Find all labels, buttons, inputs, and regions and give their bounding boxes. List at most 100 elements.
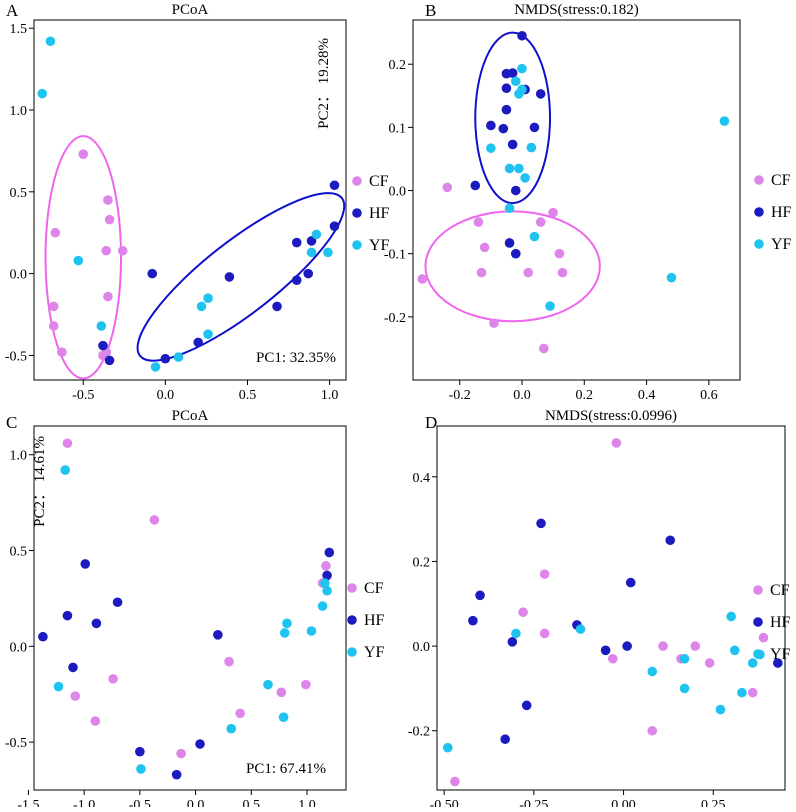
data-point-YF — [150, 362, 161, 372]
data-point-YF — [306, 626, 317, 636]
data-point-CF — [539, 569, 550, 579]
y-tick-label: -0.5 — [5, 736, 27, 751]
x-tick-label: -0.5 — [129, 798, 151, 807]
data-point-HF — [665, 535, 675, 546]
data-point-HF — [160, 353, 171, 364]
legend-marker-CF — [352, 176, 362, 186]
data-point-YF — [323, 247, 333, 258]
data-point-HF — [510, 248, 521, 259]
data-point-HF — [510, 185, 521, 196]
data-point-CF — [747, 687, 758, 698]
y-tick-label: 0.0 — [389, 185, 407, 200]
y-tick-label: 0.0 — [413, 640, 431, 655]
confidence-ellipse-CF — [44, 135, 123, 380]
data-point-HF — [507, 139, 518, 150]
data-point-HF — [600, 645, 611, 656]
data-point-CF — [149, 515, 160, 525]
data-point-YF — [666, 272, 677, 283]
data-point-YF — [96, 321, 107, 331]
data-point-HF — [507, 637, 518, 647]
data-point-YF — [647, 666, 658, 677]
data-point-HF — [500, 734, 510, 745]
data-point-HF — [535, 89, 546, 99]
data-point-HF — [91, 618, 102, 629]
data-point-HF — [38, 631, 48, 642]
data-point-HF — [475, 590, 485, 601]
y-tick-label: 0.0 — [10, 268, 28, 283]
data-point-YF — [322, 585, 332, 596]
x-tick-label: 0.00 — [611, 798, 636, 807]
y-tick-label: 0.4 — [413, 471, 431, 486]
data-point-CF — [48, 301, 59, 312]
data-point-CF — [321, 561, 331, 571]
x-tick-label: 0.5 — [239, 388, 257, 403]
y-tick-label: -0.1 — [384, 248, 406, 263]
legend-label-CF: CF — [364, 580, 384, 597]
confidence-ellipse-CF — [424, 210, 601, 323]
data-point-CF — [301, 679, 311, 690]
panel-D: D NMDS(stress:0.0996) -0.50 -0.25 0.00 0.25 -0… — [408, 408, 791, 812]
data-point-CF — [224, 656, 234, 667]
data-point-CF — [704, 658, 715, 668]
x-tick-label: -0.25 — [519, 798, 548, 807]
data-point-HF — [80, 559, 91, 569]
data-point-HF — [536, 518, 546, 529]
data-point-YF — [715, 704, 726, 715]
chart-title: PCoA — [172, 408, 209, 424]
data-point-CF — [103, 291, 113, 302]
data-point-HF — [303, 268, 314, 279]
y-tick-label: -0.5 — [5, 349, 27, 364]
data-point-HF — [773, 658, 783, 668]
data-point-CF — [539, 343, 549, 354]
data-point-CF — [611, 438, 622, 448]
data-point-HF — [501, 104, 512, 115]
data-point-HF — [171, 769, 182, 780]
data-point-HF — [135, 746, 145, 757]
data-point-CF — [62, 438, 73, 449]
data-point-YF — [53, 681, 64, 692]
confidence-ellipse-HF — [474, 31, 552, 205]
data-point-YF — [203, 329, 213, 339]
legend-marker-HF — [753, 617, 763, 627]
y-tick-label: 1.0 — [10, 449, 28, 464]
y-tick-label: 1.0 — [10, 104, 28, 119]
data-point-CF — [276, 687, 287, 698]
data-point-CF — [101, 245, 112, 256]
data-point-HF — [470, 180, 481, 191]
data-point-CF — [476, 267, 487, 278]
y-tick-label: 0.1 — [389, 121, 407, 136]
legend-label-CF: CF — [771, 172, 791, 189]
data-point-CF — [103, 195, 113, 205]
x-tick-label: -1.0 — [73, 798, 95, 807]
data-point-YF — [510, 76, 521, 87]
x-tick-label: 0.5 — [243, 798, 261, 807]
x-tick-label: 0.25 — [701, 798, 726, 807]
pc2-annotation: PC2： 19.28% — [316, 38, 332, 129]
data-point-CF — [518, 607, 528, 618]
data-point-YF — [719, 116, 730, 126]
data-point-CF — [117, 245, 128, 256]
y-tick-label: 0.2 — [389, 58, 407, 73]
data-point-YF — [520, 173, 530, 183]
legend-marker-HF — [754, 207, 764, 217]
legend-label-YF: YF — [771, 236, 792, 253]
x-tick-label: -0.2 — [449, 388, 471, 403]
data-point-HF — [306, 236, 317, 246]
x-tick-label: -1.5 — [17, 798, 39, 807]
pc1-annotation: PC1: 67.41% — [246, 761, 326, 777]
data-point-YF — [747, 658, 758, 668]
data-point-HF — [498, 123, 509, 134]
pc1-annotation: PC1: 32.35% — [256, 350, 336, 366]
data-point-HF — [329, 180, 340, 191]
data-point-YF — [511, 628, 521, 639]
data-point-CF — [176, 748, 186, 759]
data-point-YF — [263, 679, 273, 690]
plot-frame — [33, 425, 347, 791]
legend-marker-HF — [347, 615, 357, 625]
data-point-CF — [473, 217, 484, 227]
legend-label-HF: HF — [771, 204, 792, 221]
y-tick-label: 0.0 — [10, 640, 28, 655]
data-point-YF — [679, 653, 690, 664]
data-point-YF — [311, 229, 322, 240]
